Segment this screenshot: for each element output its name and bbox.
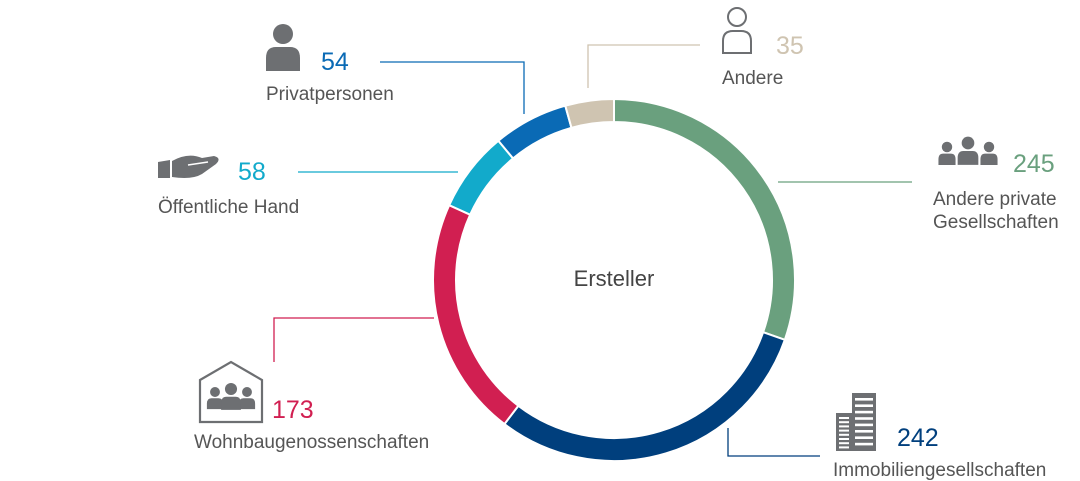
leader-line-andere (587, 44, 700, 88)
slice-andere-private-gesellschaften (613, 97, 796, 342)
person-outline-icon (722, 7, 752, 54)
category-label-privatpersonen: Privatpersonen (266, 84, 394, 105)
center-label: Ersteller (574, 266, 655, 291)
value-label-andere-private-gesellschaften: 245 (1013, 150, 1055, 178)
cooperative-house-icon (198, 360, 264, 424)
slice-andere (564, 97, 615, 130)
value-label-oeffentliche-hand: 58 (238, 158, 266, 186)
leader-line-privatpersonen (380, 61, 525, 114)
category-label-immobiliengesellschaften: Immobiliengesellschaften (833, 460, 1046, 481)
category-labels: 245 Andere private Gesellschaften 242 Immobi… (158, 32, 1059, 481)
category-label-andere: Andere (722, 68, 783, 89)
leader-line-immobiliengesellschaften (727, 428, 820, 457)
leader-lines (273, 44, 912, 457)
category-label-wohnbaugenossenschaften: Wohnbaugenossenschaften (194, 432, 429, 453)
category-label-andere-private-gesellschaften: Andere private Gesellschaften (933, 189, 1059, 233)
slice-wohnbaugenossenschaften (432, 203, 520, 426)
office-building-icon (836, 393, 876, 451)
value-label-privatpersonen: 54 (321, 48, 349, 76)
slice-oeffentliche-hand (447, 139, 515, 216)
person-icon (266, 24, 300, 71)
category-icons (158, 7, 998, 451)
value-label-andere: 35 (776, 32, 804, 60)
donut-slices (432, 97, 796, 462)
leader-line-wohnbaugenossenschaften (273, 317, 434, 362)
value-label-immobiliengesellschaften: 242 (897, 424, 939, 452)
category-label-oeffentliche-hand: Öffentliche Hand (158, 197, 299, 218)
value-label-wohnbaugenossenschaften: 173 (272, 396, 314, 424)
slice-immobiliengesellschaften (503, 330, 787, 462)
open-hand-icon (158, 155, 219, 178)
group-icon (938, 136, 998, 166)
slice-privatpersonen (496, 104, 573, 160)
